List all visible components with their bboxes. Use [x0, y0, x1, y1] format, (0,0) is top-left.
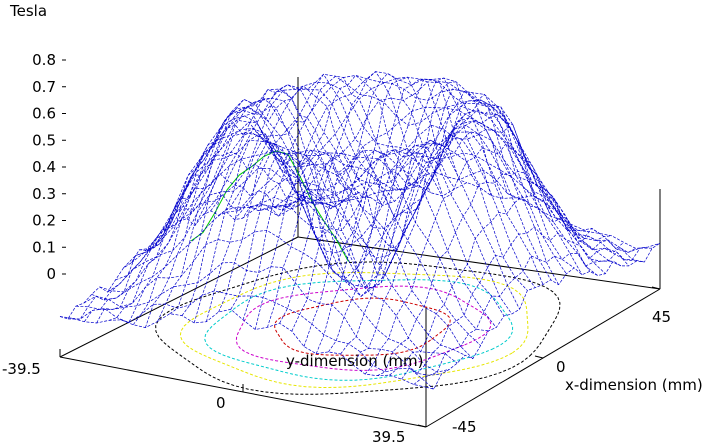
- mesh-line-v: [352, 126, 588, 365]
- mesh-line-v: [315, 99, 552, 354]
- mesh-line-v: [328, 106, 564, 353]
- mesh-line-u: [107, 151, 474, 359]
- z-tick-label: 0.6: [32, 105, 56, 123]
- y-axis-title: y-dimension (mm): [286, 352, 423, 370]
- z-tick-label: 0.4: [32, 158, 56, 176]
- mesh-line-u: [186, 97, 552, 289]
- mesh-line-u: [59, 308, 427, 388]
- mesh-line-v: [267, 81, 504, 328]
- mesh-line-v: [242, 78, 480, 320]
- z-axis-title: Tesla: [9, 2, 47, 20]
- base-left-edge: [59, 236, 299, 358]
- mesh-line-v: [425, 242, 661, 390]
- mesh-line-v: [303, 93, 540, 347]
- contour-0-3: [204, 279, 514, 381]
- surface-mesh: [59, 71, 661, 390]
- mesh-line-v: [401, 226, 637, 380]
- mesh-line-v: [389, 195, 625, 376]
- x-axis-title: x-dimension (mm): [565, 376, 703, 394]
- contour-0-2: [179, 271, 529, 389]
- z-tick-label: 0.8: [32, 51, 56, 69]
- mesh-line-v: [230, 78, 468, 310]
- mesh-line-v: [72, 192, 311, 320]
- z-tick-label: 0: [46, 265, 56, 283]
- mesh-line-v: [157, 73, 395, 322]
- mesh-line-u: [123, 132, 489, 332]
- mesh-line-u: [99, 168, 466, 356]
- mesh-line-v: [181, 74, 419, 316]
- mesh-line-u: [67, 290, 435, 390]
- z-tick-label: 0.3: [32, 185, 56, 203]
- mesh-line-v: [120, 104, 359, 324]
- z-tick-label: 0.5: [32, 131, 56, 149]
- x-tick-mark: [417, 424, 427, 428]
- y-tick-label-min: -39.5: [2, 360, 41, 378]
- mesh-line-v: [132, 89, 371, 325]
- mesh-line-v: [84, 172, 323, 322]
- mesh-line-v: [145, 84, 383, 328]
- x-tick-label-min: -45: [452, 418, 477, 436]
- z-axis-tick-labels: 0 0.1 0.2 0.3 0.4 0.5 0.6 0.7 0.8: [32, 51, 66, 283]
- mesh-line-u: [289, 169, 653, 253]
- mesh-line-v: [108, 124, 347, 321]
- mesh-line-v: [206, 73, 444, 322]
- mesh-line-u: [139, 119, 505, 317]
- z-tick-label: 0.7: [32, 78, 56, 96]
- mesh-line-v: [279, 88, 516, 324]
- contour-0-1: [155, 261, 561, 395]
- x-tick-label-max: 45: [652, 308, 671, 326]
- mesh-line-v: [254, 77, 492, 330]
- z-tick-label: 0.1: [32, 238, 56, 256]
- mesh-line-v: [364, 143, 600, 375]
- mesh-line-v: [291, 91, 528, 332]
- z-tick-label: 0.2: [32, 212, 56, 230]
- mesh-line-v: [413, 246, 648, 385]
- base-box-frame: [59, 77, 661, 428]
- mesh-line-u: [210, 88, 575, 269]
- x-tick-mark: [651, 286, 661, 290]
- surface-underside: [190, 150, 349, 262]
- mesh-line-u: [147, 115, 513, 315]
- mesh-line-v: [59, 191, 299, 320]
- y-tick-label-max: 39.5: [372, 428, 405, 442]
- mesh-line-u: [115, 139, 481, 346]
- mesh-line-v: [218, 76, 456, 313]
- x-tick-mark: [534, 355, 544, 359]
- contour-lines: [155, 261, 561, 395]
- mesh-line-u: [91, 197, 458, 364]
- mesh-line-v: [377, 171, 612, 377]
- base-back-edge: [297, 236, 661, 290]
- mesh-line-v: [96, 151, 335, 324]
- y-tick-label-mid: 0: [216, 394, 226, 412]
- mesh-line-v: [169, 75, 407, 314]
- x-tick-label-mid: 0: [556, 358, 566, 376]
